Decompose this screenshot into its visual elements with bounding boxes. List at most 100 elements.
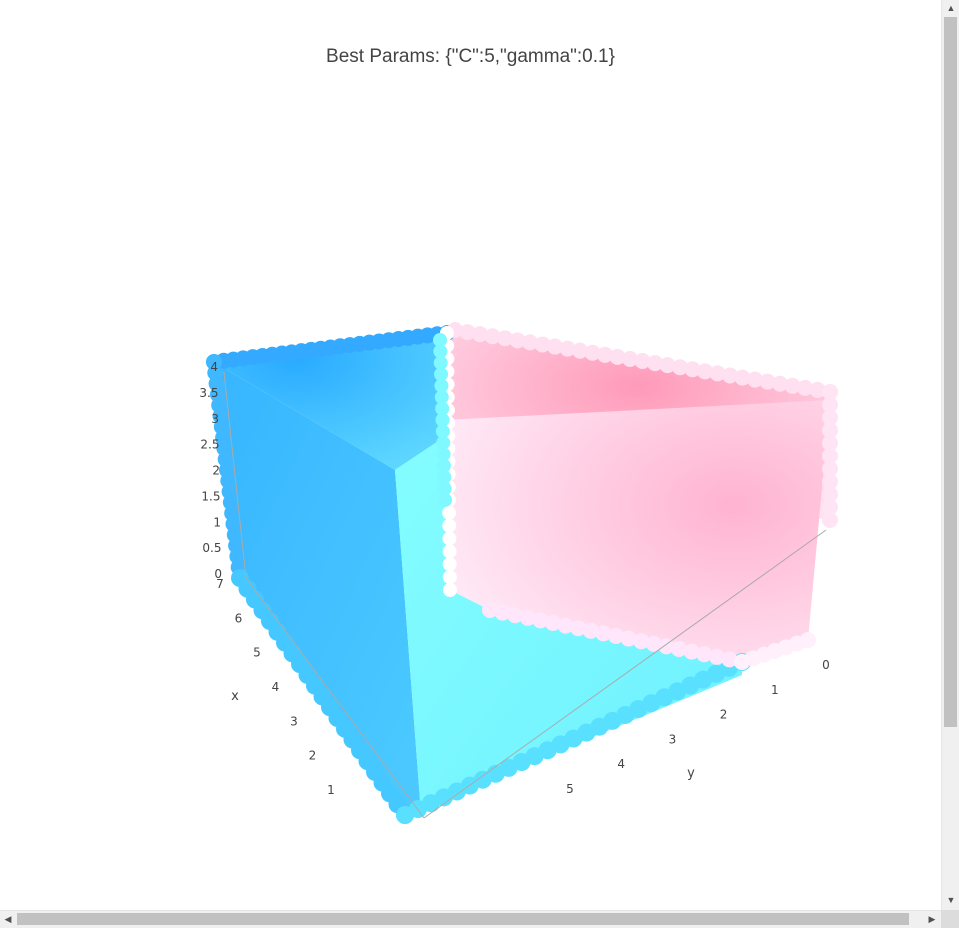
marker (436, 458, 451, 473)
y-tick-label: 0 (822, 658, 830, 672)
x-axis-label: x (231, 689, 239, 704)
horizontal-scrollbar[interactable]: ◀ ▶ (0, 910, 941, 928)
marker (442, 531, 457, 546)
vertical-scroll-thumb[interactable] (944, 17, 957, 727)
marker (734, 369, 751, 386)
x-tick-label: 2 (309, 749, 317, 763)
marker (672, 359, 688, 376)
z-axis-line (223, 371, 247, 579)
y-axis-line (423, 529, 827, 819)
scroll-right-icon[interactable]: ▶ (928, 914, 936, 924)
marker (597, 346, 613, 363)
marker (647, 355, 663, 372)
marker (822, 512, 838, 528)
marker (822, 473, 838, 490)
marker (822, 448, 838, 464)
y-tick-label: 2 (720, 708, 728, 722)
marker (438, 493, 452, 507)
marker (557, 617, 574, 634)
scroll-left-icon[interactable]: ◀ (4, 914, 12, 924)
marker (609, 348, 626, 365)
marker (683, 643, 700, 660)
y-tick-label: 5 (566, 782, 574, 796)
marker (800, 632, 816, 648)
marker (622, 350, 638, 367)
marker (433, 333, 447, 347)
y-tick-label: 4 (617, 757, 625, 771)
marker (722, 367, 738, 384)
x-tick-label: 1 (327, 783, 335, 797)
marker (545, 615, 561, 631)
marker (620, 630, 637, 647)
marker (772, 375, 788, 392)
marker (784, 377, 801, 394)
marker (759, 373, 776, 390)
marker (519, 609, 536, 626)
marker (659, 357, 676, 374)
marker (442, 570, 457, 585)
scroll-up-icon[interactable]: ▲ (946, 3, 956, 13)
x-tick-label: 3 (290, 714, 298, 728)
x-tick-label: 4 (272, 680, 280, 694)
marker (708, 648, 725, 665)
blue-left-face (214, 362, 420, 815)
marker (434, 378, 449, 393)
marker (547, 338, 563, 355)
marker (482, 602, 498, 618)
marker (436, 447, 451, 462)
marker (696, 646, 713, 663)
marker (494, 604, 511, 621)
marker (822, 435, 838, 452)
marker (442, 544, 457, 559)
horizontal-scroll-thumb[interactable] (17, 913, 909, 925)
marker (797, 379, 813, 396)
y-axis-label: y (687, 766, 695, 781)
z-tick-label: 3.5 (199, 386, 218, 400)
marker (435, 424, 450, 439)
marker (435, 401, 450, 416)
plot-area[interactable]: Best Params: {"C":5,"gamma":0.1} (0, 0, 941, 910)
marker (633, 633, 650, 650)
z-tick-label: 1 (213, 515, 221, 529)
z-tick-label: 0 (214, 567, 222, 581)
marker (522, 334, 538, 351)
marker (534, 336, 551, 353)
x-tick-label: 5 (253, 646, 261, 660)
marker (507, 607, 524, 624)
marker (532, 612, 549, 629)
y-tick-label: 1 (771, 683, 779, 697)
marker (809, 381, 826, 398)
marker (822, 409, 838, 426)
marker (472, 326, 488, 343)
x-axis-line (245, 577, 425, 819)
marker (645, 635, 662, 652)
marker (822, 499, 838, 516)
cyan-front-face (395, 330, 742, 815)
scatter-3d-plot[interactable]: 0 0.5 1 1.5 2 2.5 3 3.5 4 1 2 3 4 5 6 7 x 0 1 2 3 4 5 y (0, 0, 941, 910)
z-tick-label: 1.5 (201, 489, 220, 503)
marker-layer (206, 322, 838, 824)
z-tick-label: 3 (211, 412, 219, 426)
z-tick-label: 2.5 (200, 438, 219, 452)
marker (822, 486, 838, 503)
x-tick-label: 7 (216, 577, 224, 591)
marker (442, 518, 457, 533)
marker (443, 583, 457, 597)
marker (608, 628, 624, 644)
marker (459, 324, 476, 341)
z-tick-label: 0.5 (202, 541, 221, 555)
marker (709, 365, 726, 382)
marker (559, 340, 576, 357)
x-tick-label: 6 (235, 611, 243, 625)
marker (595, 625, 612, 642)
marker (442, 557, 457, 572)
cube-face-layer (214, 330, 830, 815)
marker (822, 422, 838, 439)
vertical-scrollbar[interactable]: ▲ ▼ (941, 0, 959, 910)
marker (433, 344, 448, 359)
axis-layer: 0 0.5 1 1.5 2 2.5 3 3.5 4 1 2 3 4 5 6 7 x 0 1 2 3 4 5 y (199, 360, 830, 819)
marker (697, 363, 713, 380)
marker (437, 481, 452, 496)
scroll-down-icon[interactable]: ▼ (946, 895, 956, 905)
marker (572, 342, 588, 359)
